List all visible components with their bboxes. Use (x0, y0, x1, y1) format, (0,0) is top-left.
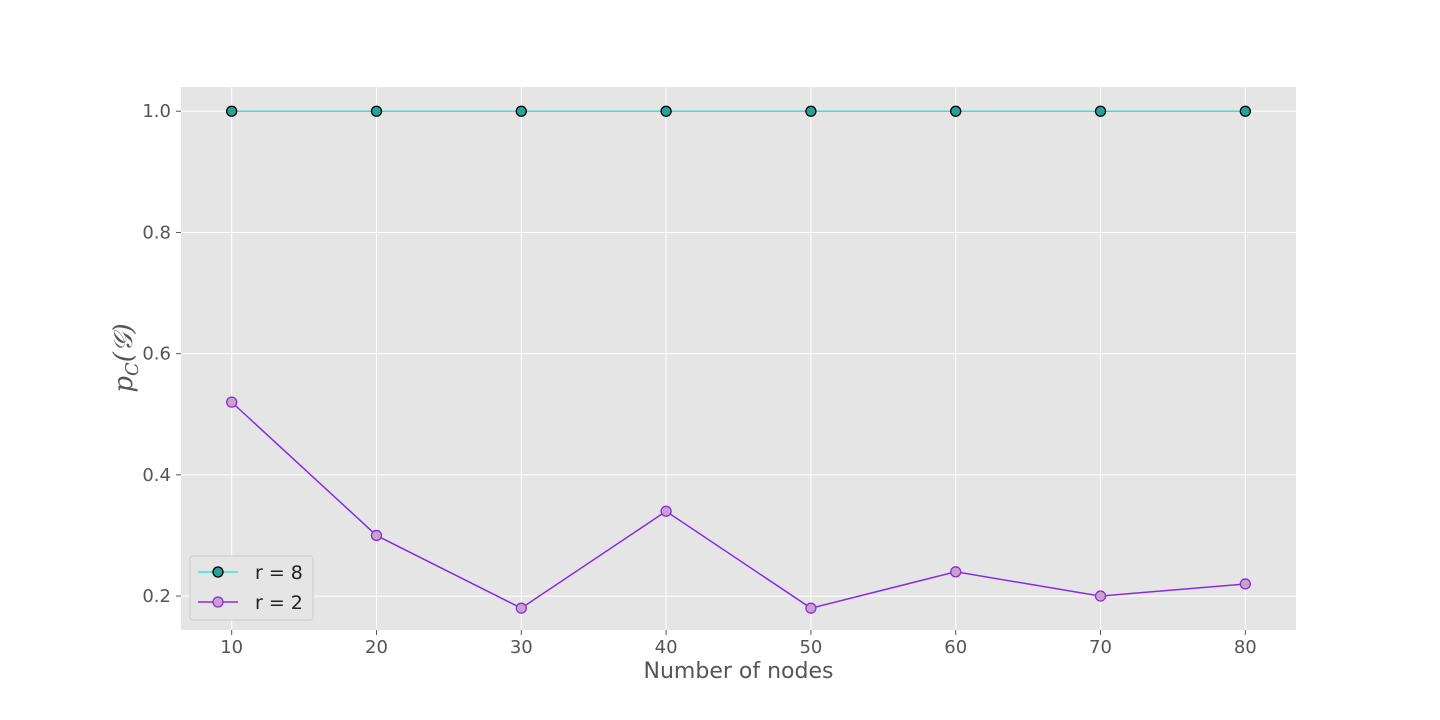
x-tick-label: 60 (944, 637, 967, 658)
y-axis-label-base: p (109, 376, 139, 393)
series-1-point (805, 105, 817, 117)
series-1-point (1239, 105, 1251, 117)
series-2-point (660, 505, 672, 517)
legend: r = 8 r = 2 (189, 555, 314, 621)
series-2-point (950, 566, 962, 578)
x-tick-label: 80 (1234, 637, 1257, 658)
y-tick-label: 0.2 (142, 586, 171, 607)
series-2-point (515, 602, 527, 614)
x-tick-label: 20 (365, 637, 388, 658)
series-1-point (515, 105, 527, 117)
series-2-point (370, 529, 383, 542)
y-axis-label-subscript: C (122, 362, 143, 376)
series-layer (226, 105, 1251, 614)
x-tick-label: 40 (655, 637, 678, 658)
series-2-point (226, 396, 238, 408)
series-2-point (1239, 578, 1251, 590)
y-tick-label: 0.6 (142, 344, 171, 365)
series-1-point (660, 105, 672, 117)
series-2-line (231, 401, 1246, 610)
series-2 (226, 396, 1251, 614)
y-axis-label-argument: (𝒢) (109, 323, 139, 362)
x-tick-label: 50 (799, 637, 822, 658)
legend-marker-1 (212, 566, 224, 578)
y-tick-label: 0.8 (142, 222, 171, 243)
series-1-point (1094, 105, 1107, 117)
series-1-point (226, 105, 238, 117)
legend-marker-2 (212, 596, 224, 608)
legend-label-2: r = 2 (255, 592, 303, 614)
y-axis-ticks: 0.2 0.4 0.6 0.8 1.0 (142, 101, 181, 607)
x-axis-ticks: 10 20 30 40 50 60 70 80 (220, 630, 1257, 658)
plot-area (181, 87, 1296, 630)
x-axis-label: Number of nodes (644, 659, 834, 684)
x-tick-label: 70 (1089, 637, 1112, 658)
y-tick-label: 1.0 (142, 101, 171, 122)
series-1 (226, 105, 1251, 117)
legend-items: r = 8 r = 2 (198, 562, 303, 614)
series-1-point (950, 105, 962, 117)
series-2-point (1094, 590, 1107, 602)
series-2-point (805, 602, 817, 614)
series-1-point (370, 105, 383, 117)
x-tick-label: 30 (510, 637, 533, 658)
y-axis-label: pC(𝒢) (109, 323, 143, 392)
x-tick-label: 10 (220, 637, 243, 658)
y-tick-label: 0.4 (142, 465, 171, 486)
legend-label-1: r = 8 (255, 562, 303, 584)
